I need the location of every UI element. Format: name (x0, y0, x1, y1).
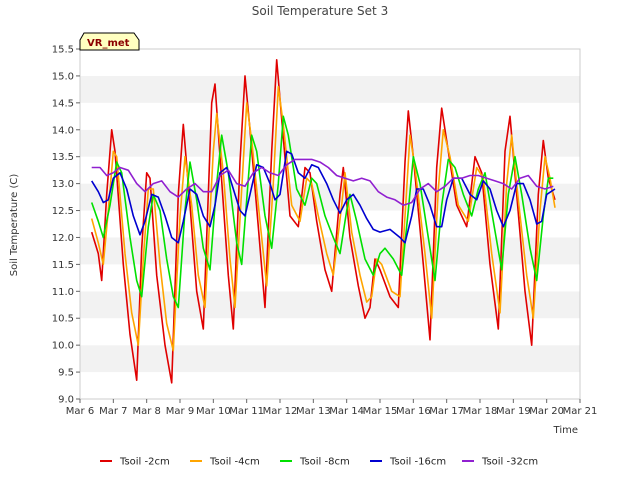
y-tick-label: 12.0 (52, 233, 74, 244)
station-badge: VR_met (79, 32, 140, 51)
legend-label: Tsoil -2cm (119, 457, 170, 468)
x-tick-label: Mar 7 (99, 406, 127, 417)
badge-label: VR_met (87, 38, 130, 49)
x-tick-label: Mar 13 (296, 406, 331, 417)
series-line-tsoil-32cm (91, 158, 554, 206)
grid-band (80, 49, 580, 76)
series-line-tsoil-4cm (90, 85, 556, 352)
y-tick-label: 10.0 (52, 341, 74, 352)
series-line-tsoil-2cm (90, 58, 556, 384)
grid-band (80, 318, 580, 346)
x-tick-label: Mar 16 (396, 406, 431, 417)
series-lines (90, 58, 556, 384)
y-axis: 9.0 9.5 10.0 10.5 11.0 11.5 12.0 12.5 13.0 13.5 14… (52, 45, 80, 406)
grid-band (80, 345, 580, 373)
grid-band (80, 183, 580, 211)
x-tick-label: Mar 15 (363, 406, 398, 417)
grid-band (80, 291, 580, 319)
y-tick-label: 15.0 (52, 71, 74, 82)
y-tick-label: 13.0 (52, 179, 74, 190)
grid-band (80, 372, 580, 399)
x-tick-label: Mar 12 (263, 406, 298, 417)
series-line-tsoil-16cm (91, 150, 556, 244)
y-axis-title: Soil Temperature (C) (9, 174, 20, 277)
legend-label: Tsoil -8cm (299, 457, 350, 468)
x-tick-label: Mar 6 (66, 406, 94, 417)
x-tick-label: Mar 9 (166, 406, 194, 417)
y-tick-label: 11.0 (52, 287, 74, 298)
chart-title: Soil Temperature Set 3 (252, 4, 388, 18)
legend-label: Tsoil -32cm (481, 457, 538, 468)
grid-band (80, 75, 580, 103)
x-axis-title: Time (553, 425, 578, 436)
plot-frame (79, 48, 581, 400)
x-tick-label: Mar 11 (229, 406, 264, 417)
y-tick-label: 13.5 (52, 152, 74, 163)
x-tick-label: Mar 19 (496, 406, 531, 417)
x-tick-label: Mar 17 (429, 406, 464, 417)
y-tick-label: 15.5 (52, 45, 74, 56)
legend: Tsoil -2cm Tsoil -4cm Tsoil -8cm Tsoil -16c… (100, 457, 538, 468)
y-tick-label: 14.5 (52, 98, 74, 109)
x-tick-label: Mar 10 (196, 406, 231, 417)
legend-label: Tsoil -4cm (209, 457, 260, 468)
x-tick-label: Mar 18 (463, 406, 498, 417)
legend-label: Tsoil -16cm (389, 457, 446, 468)
y-tick-label: 14.0 (52, 125, 74, 136)
y-tick-label: 11.5 (52, 260, 74, 271)
y-tick-label: 9.5 (58, 368, 74, 379)
y-tick-label: 12.5 (52, 206, 74, 217)
series-line-tsoil-8cm (90, 115, 554, 309)
x-tick-label: Mar 20 (529, 406, 564, 417)
grid-band (80, 129, 580, 157)
x-tick-label: Mar 14 (329, 406, 364, 417)
x-tick-label: Mar 21 (563, 406, 598, 417)
y-tick-label: 9.0 (58, 395, 74, 406)
x-tick-label: Mar 8 (132, 406, 160, 417)
y-tick-label: 10.5 (52, 314, 74, 325)
grid-band (80, 102, 580, 130)
badge-shape (79, 32, 140, 51)
